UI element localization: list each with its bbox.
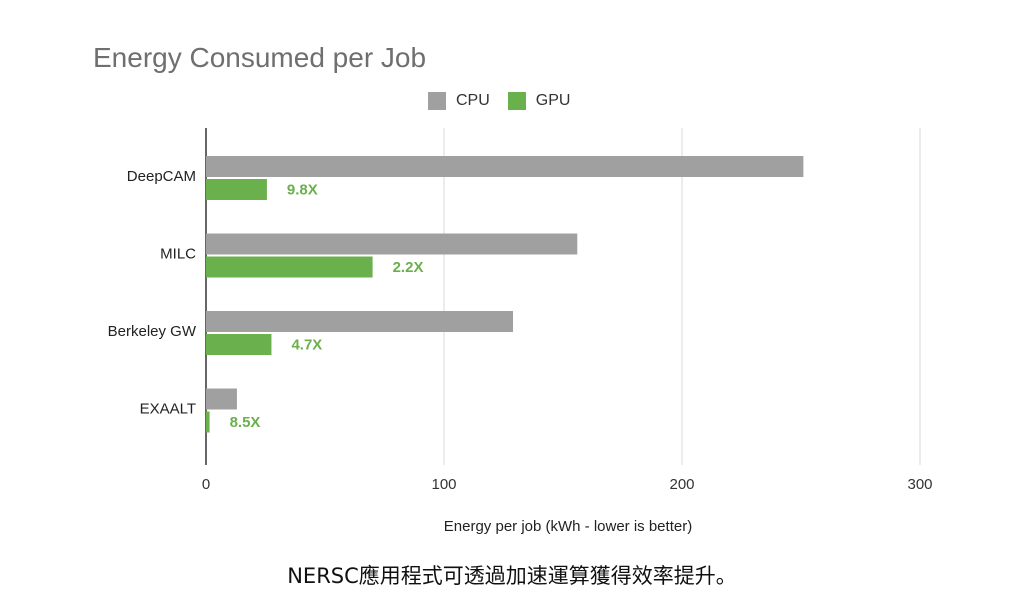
category-label: EXAALT	[140, 401, 196, 418]
chart-title: Energy Consumed per Job	[93, 42, 427, 73]
bar-cpu	[206, 311, 514, 332]
speedup-label: 2.2X	[393, 259, 424, 276]
x-tick-label: 200	[669, 476, 694, 493]
bar-gpu	[206, 179, 267, 200]
legend-label-gpu: GPU	[535, 92, 571, 109]
category-label: DeepCAM	[127, 168, 196, 185]
bar-gpu	[206, 256, 373, 278]
legend-item-cpu: CPU	[428, 92, 490, 110]
x-axis-title: Energy per job (kWh - lower is better)	[444, 518, 692, 535]
legend-label-cpu: CPU	[456, 92, 490, 109]
x-tick-label: 300	[907, 476, 932, 493]
speedup-label: 9.8X	[287, 182, 318, 199]
category-label: Berkeley GW	[108, 323, 197, 340]
bar-cpu	[206, 233, 578, 255]
bar-gpu	[206, 334, 272, 355]
legend-swatch-cpu	[428, 92, 446, 110]
legend-item-gpu: GPU	[507, 92, 571, 110]
bar-cpu	[206, 388, 237, 410]
chart-legend: CPU GPU	[428, 90, 570, 112]
figure-caption: NERSC應用程式可透過加速運算獲得效率提升。	[287, 564, 737, 588]
legend-swatch-gpu	[507, 92, 526, 110]
bar-gpu	[206, 411, 210, 433]
category-label: MILC	[160, 246, 196, 263]
bar-cpu	[206, 156, 804, 177]
speedup-label: 8.5X	[230, 414, 261, 431]
x-tick-label: 100	[431, 476, 456, 493]
x-tick-label: 0	[202, 476, 210, 493]
speedup-label: 4.7X	[291, 337, 322, 354]
